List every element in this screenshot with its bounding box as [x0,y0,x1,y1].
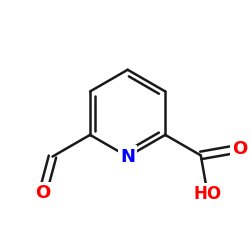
Text: N: N [120,148,135,166]
Text: HO: HO [194,185,222,203]
Text: O: O [232,140,247,158]
Text: O: O [35,184,50,202]
